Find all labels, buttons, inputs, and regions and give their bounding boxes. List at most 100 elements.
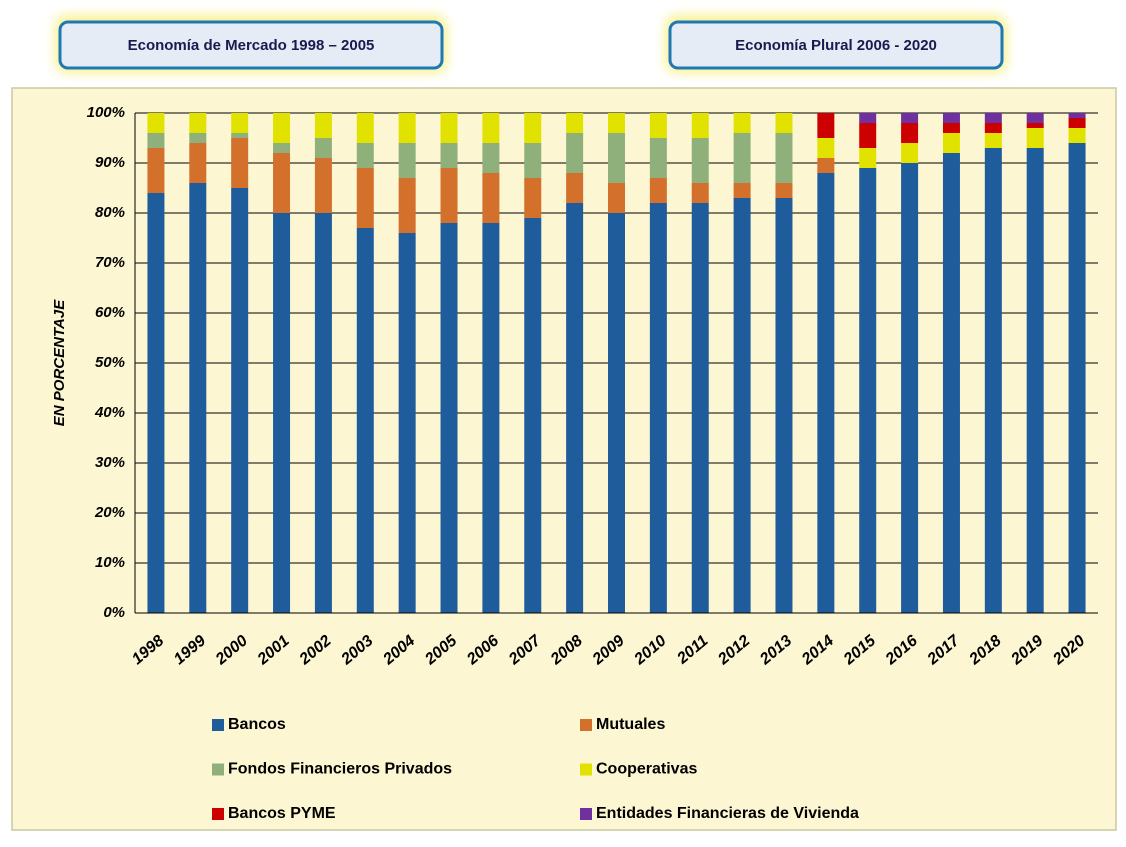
header-box [668,20,1004,70]
y-tick-label: 50% [95,354,125,371]
bar-segment [817,113,835,138]
legend-label: Bancos PYME [228,805,336,822]
bar-segment [566,173,584,203]
y-tick-label: 80% [95,204,125,221]
bar-segment [231,113,249,133]
bar-segment [273,143,291,153]
header-text: Economía Plural 2006 - 2020 [735,37,937,54]
bar-segment [314,113,332,138]
bar-segment [356,113,374,143]
bar-segment [901,163,919,613]
bar-segment [859,123,877,148]
bar-segment [1068,143,1086,613]
legend-label: Bancos [228,716,286,733]
bar-segment [901,113,919,123]
bar-segment [147,193,165,613]
bar-segment [482,223,500,613]
bar-segment [1026,113,1044,123]
bar-segment [691,113,709,138]
bar-segment [733,133,751,183]
bar-segment [231,138,249,188]
bar-segment [984,113,1002,123]
bar-segment [859,168,877,613]
bar-segment [649,203,667,613]
bar-segment [649,138,667,178]
bar-segment [524,113,542,143]
bar-segment [901,143,919,163]
bar-segment [984,123,1002,133]
bar-segment [942,123,960,133]
bar-segment [231,188,249,613]
bar-segment [691,203,709,613]
bar-segment [273,113,291,143]
bar-segment [566,203,584,613]
bar-segment [273,213,291,613]
bar-segment [356,168,374,228]
y-tick-label: 90% [95,154,125,171]
bar-segment [859,148,877,168]
y-tick-label: 0% [103,604,125,621]
legend-swatch [580,763,592,776]
legend-label: Fondos Financieros Privados [228,761,452,778]
bar-segment [314,213,332,613]
y-tick-label: 100% [87,104,125,121]
bar-segment [147,113,165,133]
bar-segment [566,133,584,173]
bar-segment [775,183,793,198]
bar-segment [189,143,207,183]
bar-segment [189,183,207,613]
bar-segment [608,113,625,133]
bar-segment [733,113,751,133]
bar-segment [356,143,374,168]
bar-segment [440,223,458,613]
bar-segment [984,133,1002,148]
y-tick-label: 30% [95,454,125,471]
bar-segment [314,158,332,213]
bar-segment [942,133,960,153]
y-tick-label: 10% [95,554,125,571]
bar-segment [1068,118,1086,128]
bar-segment [649,113,667,138]
bar-segment [859,113,877,123]
bar-segment [942,113,960,123]
bar-segment [1068,128,1086,143]
legend-swatch [580,719,592,731]
bar-segment [1026,128,1044,148]
legend-swatch [580,808,592,820]
legend-label: Mutuales [596,716,665,733]
bar-segment [440,168,458,223]
bar-segment [398,233,416,613]
bar-segment [608,213,625,613]
bar-segment [608,133,625,183]
bar-segment [608,183,625,213]
legend-swatch [212,808,224,820]
y-tick-label: 20% [94,504,125,521]
bar-segment [524,143,542,178]
y-tick-label: 40% [94,404,125,421]
bar-segment [440,143,458,168]
legend-label: Cooperativas [596,761,697,778]
bar-segment [482,173,500,223]
bar-segment [147,148,165,193]
bar-segment [1026,123,1044,128]
legend-label: Entidades Financieras de Vivienda [596,805,859,822]
bar-segment [775,113,793,133]
bar-segment [775,133,793,183]
bar-segment [733,198,751,613]
y-tick-label: 70% [95,254,125,271]
bar-segment [691,183,709,203]
y-tick-label: 60% [95,304,125,321]
header-box [58,20,444,70]
bar-segment [566,113,584,133]
bar-segment [356,228,374,613]
bar-segment [984,148,1002,613]
bar-segment [189,113,207,133]
bar-segment [1068,113,1086,118]
bar-segment [482,143,500,173]
bar-segment [691,138,709,183]
bar-segment [147,133,165,148]
y-axis-label: EN PORCENTAJE [51,299,68,426]
bar-segment [273,153,291,213]
